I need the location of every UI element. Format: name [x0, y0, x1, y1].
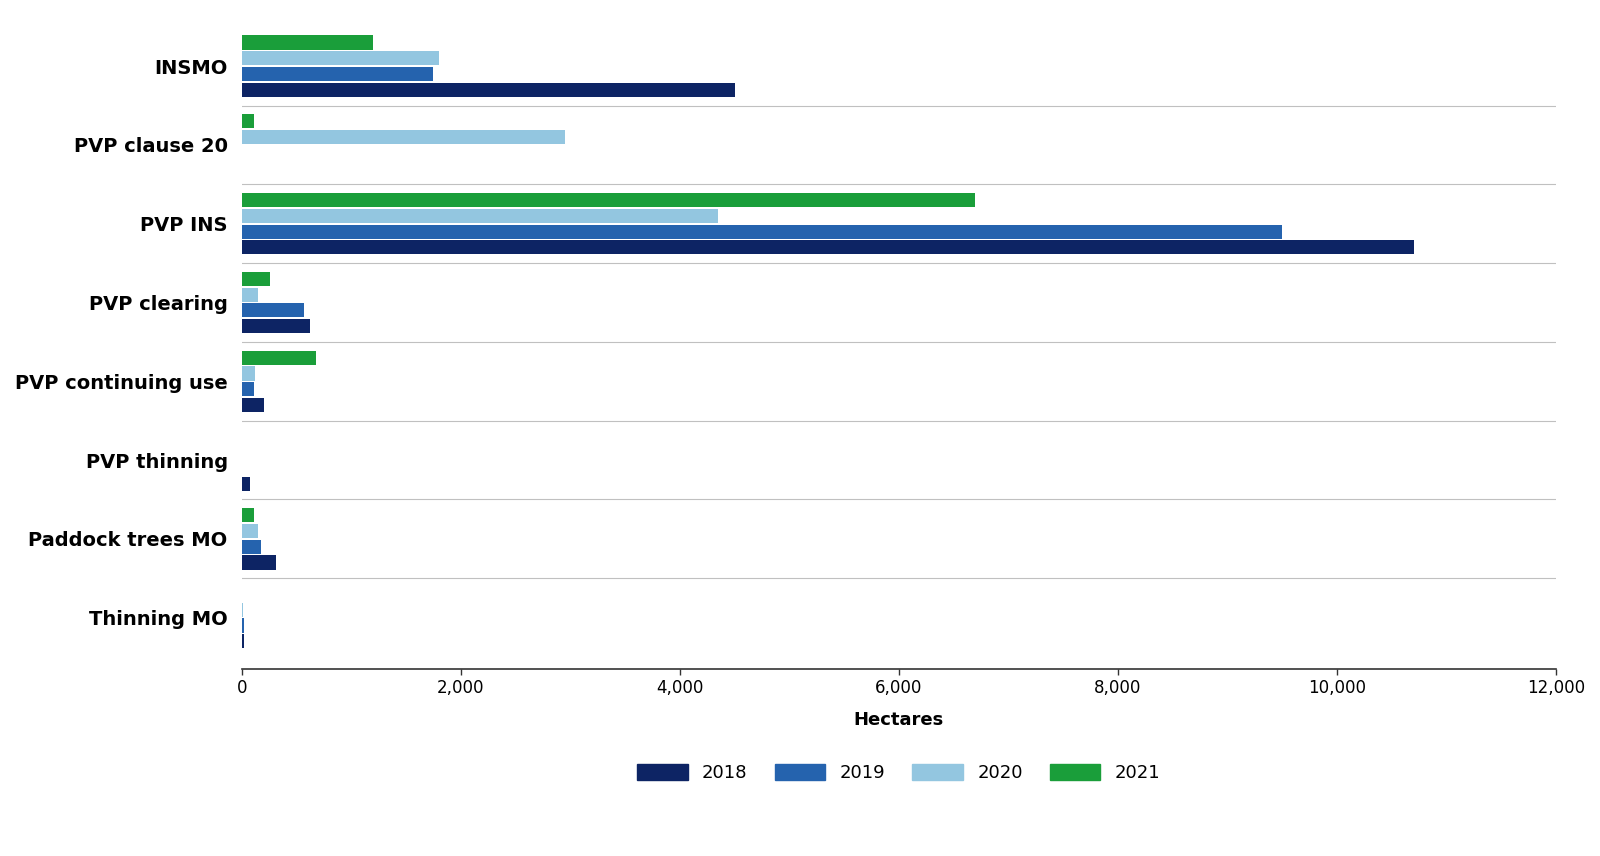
Bar — [242, 618, 243, 633]
Bar — [242, 398, 264, 412]
Bar — [242, 634, 243, 648]
Bar — [242, 241, 1413, 254]
Bar — [242, 67, 434, 81]
Bar — [242, 83, 734, 97]
Bar — [242, 508, 254, 522]
Legend: 2018, 2019, 2020, 2021: 2018, 2019, 2020, 2021 — [630, 757, 1168, 789]
X-axis label: Hectares: Hectares — [854, 711, 944, 729]
Bar — [242, 209, 718, 223]
Bar — [242, 224, 1282, 239]
Bar — [242, 351, 317, 365]
Bar — [242, 556, 275, 569]
Bar — [242, 193, 976, 207]
Bar — [242, 130, 565, 144]
Bar — [242, 272, 270, 286]
Bar — [242, 35, 373, 50]
Bar — [242, 539, 261, 554]
Bar — [242, 319, 309, 333]
Bar — [242, 524, 258, 538]
Bar — [242, 477, 250, 490]
Bar — [242, 288, 258, 301]
Bar — [242, 366, 256, 381]
Bar — [242, 51, 438, 65]
Bar — [242, 382, 254, 396]
Bar — [242, 114, 254, 128]
Bar — [242, 303, 304, 318]
